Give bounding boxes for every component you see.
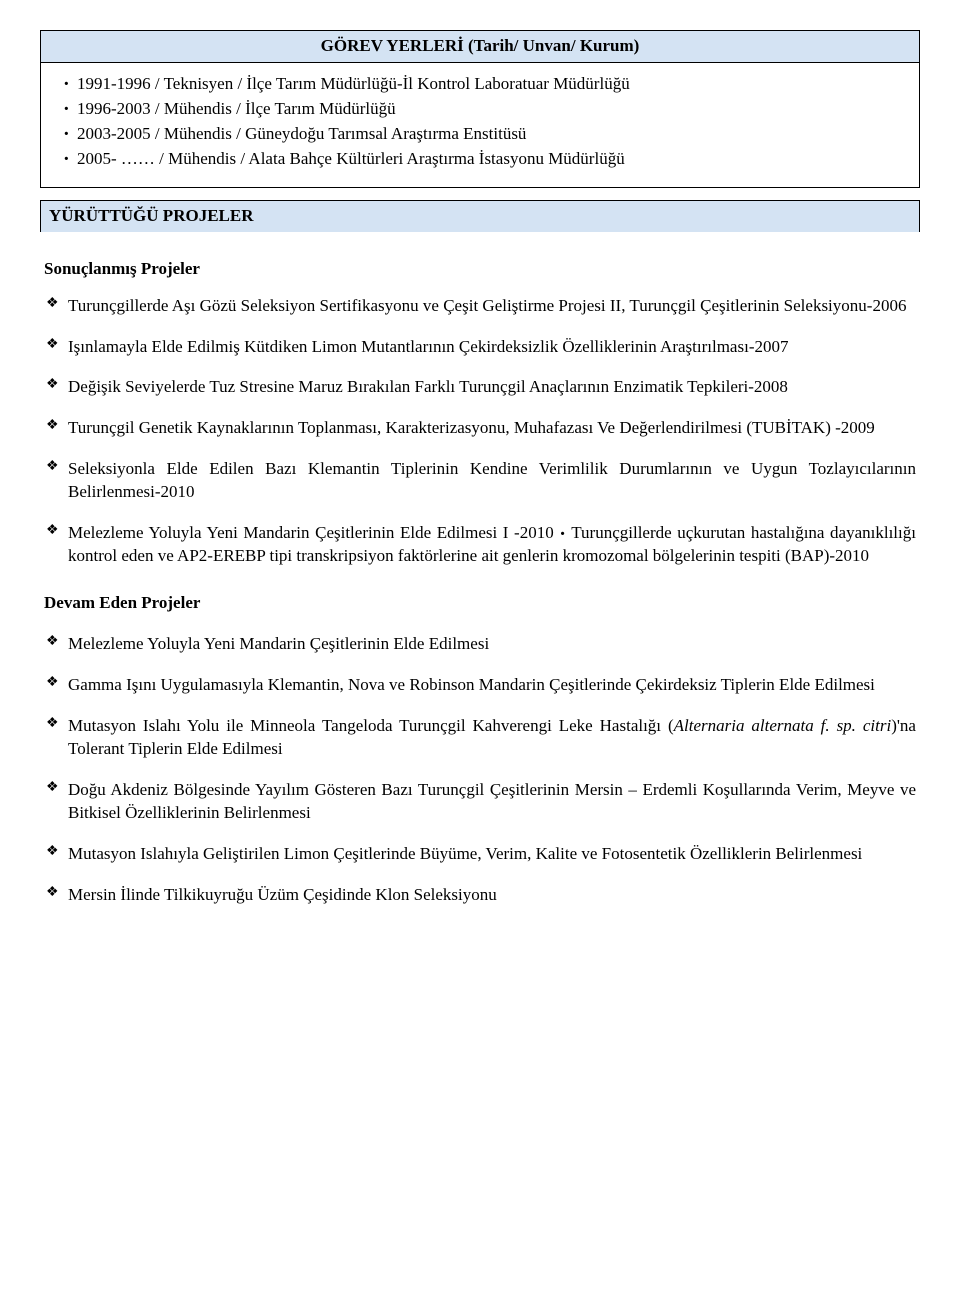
ongoing-project-item: Gamma Işını Uygulamasıyla Klemantin, Nov… (46, 674, 916, 697)
inline-dot-icon: · (559, 523, 566, 545)
ongoing-italic-pre: Mutasyon Islahı Yolu ile Minneola Tangel… (68, 716, 674, 735)
ongoing-project-item: Mutasyon Islahıyla Geliştirilen Limon Çe… (46, 843, 916, 866)
ongoing-projects-list: Melezleme Yoluyla Yeni Mandarin Çeşitler… (44, 633, 916, 907)
positions-item: 1996-2003 / Mühendis / İlçe Tarım Müdürl… (63, 98, 905, 121)
projects-header: YÜRÜTTÜĞÜ PROJELER (41, 201, 919, 232)
completed-project-item: Seleksiyonla Elde Edilen Bazı Klemantin … (46, 458, 916, 504)
positions-section: GÖREV YERLERİ (Tarih/ Unvan/ Kurum) 1991… (40, 30, 920, 188)
merged-part-a: Melezleme Yoluyla Yeni Mandarin Çeşitler… (68, 523, 559, 542)
positions-list: 1991-1996 / Teknisyen / İlçe Tarım Müdür… (55, 73, 905, 171)
positions-item: 1991-1996 / Teknisyen / İlçe Tarım Müdür… (63, 73, 905, 96)
completed-projects-list: Turunçgillerde Aşı Gözü Seleksiyon Serti… (44, 295, 916, 569)
completed-projects-title: Sonuçlanmış Projeler (44, 258, 916, 281)
ongoing-project-item: Melezleme Yoluyla Yeni Mandarin Çeşitler… (46, 633, 916, 656)
positions-item: 2003-2005 / Mühendis / Güneydoğu Tarımsa… (63, 123, 905, 146)
projects-body: Sonuçlanmış Projeler Turunçgillerde Aşı … (40, 244, 920, 907)
projects-section: YÜRÜTTÜĞÜ PROJELER (40, 200, 920, 232)
completed-project-item: Işınlamayla Elde Edilmiş Kütdiken Limon … (46, 336, 916, 359)
ongoing-project-item: Doğu Akdeniz Bölgesinde Yayılım Gösteren… (46, 779, 916, 825)
completed-project-item: Değişik Seviyelerde Tuz Stresine Maruz B… (46, 376, 916, 399)
ongoing-project-item-italic: Mutasyon Islahı Yolu ile Minneola Tangel… (46, 715, 916, 761)
ongoing-projects-title: Devam Eden Projeler (44, 592, 916, 615)
positions-body: 1991-1996 / Teknisyen / İlçe Tarım Müdür… (41, 63, 919, 187)
ongoing-project-item: Mersin İlinde Tilkikuyruğu Üzüm Çeşidind… (46, 884, 916, 907)
completed-project-item: Turunçgil Genetik Kaynaklarının Toplanma… (46, 417, 916, 440)
completed-project-item-merged: Melezleme Yoluyla Yeni Mandarin Çeşitler… (46, 522, 916, 568)
completed-project-item: Turunçgillerde Aşı Gözü Seleksiyon Serti… (46, 295, 916, 318)
positions-item: 2005- …… / Mühendis / Alata Bahçe Kültür… (63, 148, 905, 171)
ongoing-italic-text: Alternaria alternata f. sp. citri (674, 716, 892, 735)
positions-header: GÖREV YERLERİ (Tarih/ Unvan/ Kurum) (41, 31, 919, 63)
